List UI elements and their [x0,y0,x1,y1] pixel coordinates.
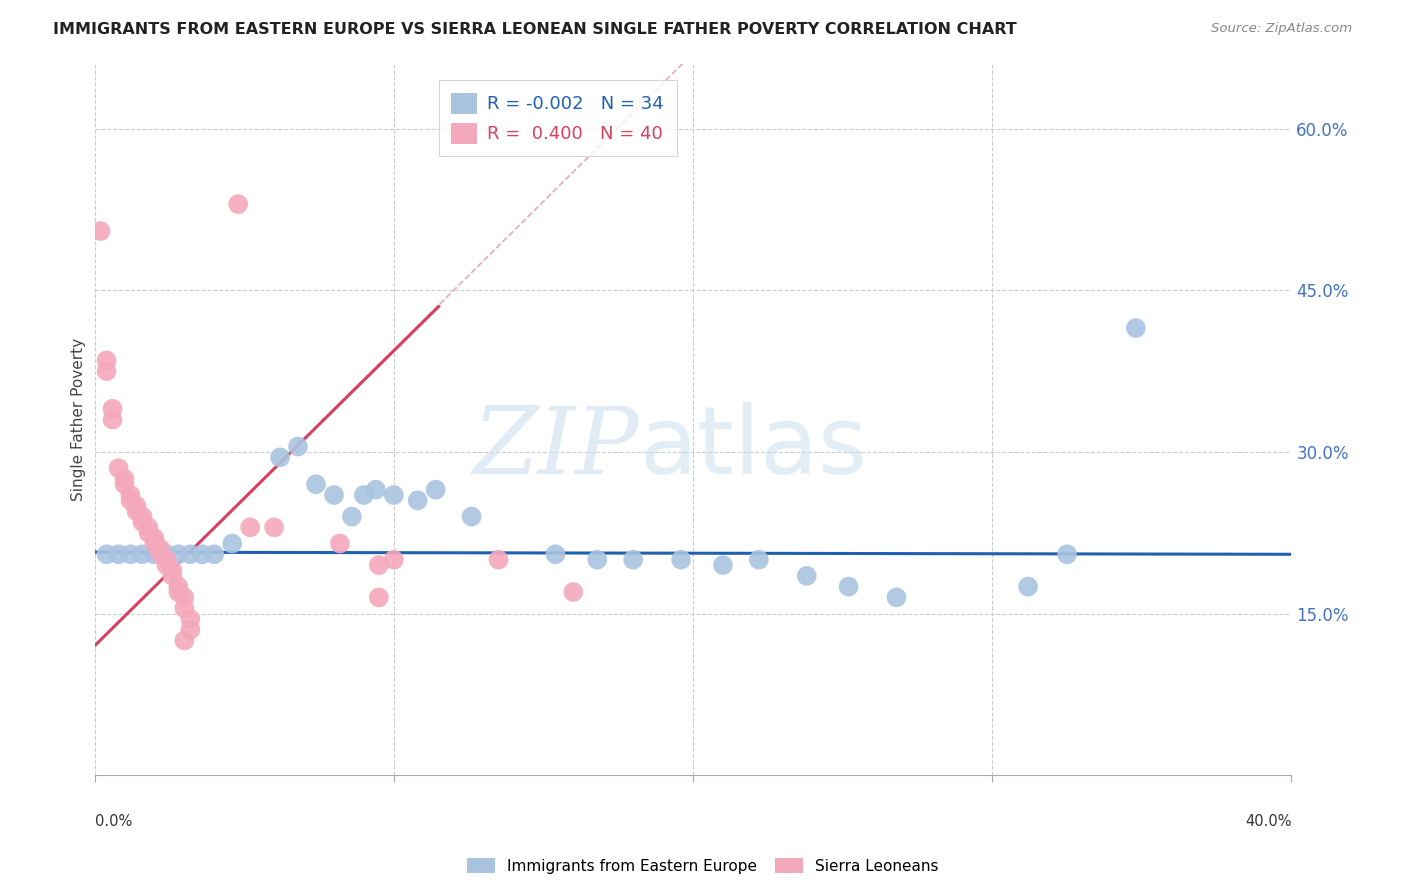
Text: Source: ZipAtlas.com: Source: ZipAtlas.com [1212,22,1353,36]
Point [131,515,153,529]
Point [364,483,387,497]
Text: ZIP: ZIP [472,403,640,493]
Point [711,558,734,572]
Point [406,493,429,508]
Point [838,580,860,594]
Point [125,499,148,513]
Point [562,585,585,599]
Point [191,547,214,561]
Point [748,552,770,566]
Point [167,585,190,599]
Legend: Immigrants from Eastern Europe, Sierra Leoneans: Immigrants from Eastern Europe, Sierra L… [461,852,945,880]
Point [90,224,112,238]
Point [226,197,249,211]
Text: IMMIGRANTS FROM EASTERN EUROPE VS SIERRA LEONEAN SINGLE FATHER POVERTY CORRELATI: IMMIGRANTS FROM EASTERN EUROPE VS SIERRA… [53,22,1017,37]
Point [621,552,644,566]
Legend: R = -0.002   N = 34, R =  0.400   N = 40: R = -0.002 N = 34, R = 0.400 N = 40 [439,80,676,156]
Point [367,558,389,572]
Point [167,547,190,561]
Point [120,493,142,508]
Point [173,633,195,648]
Point [138,525,160,540]
Point [155,552,177,566]
Point [125,504,148,518]
Point [173,601,195,615]
Point [329,536,352,550]
Point [263,520,285,534]
Point [1056,547,1078,561]
Point [179,547,201,561]
Point [382,552,405,566]
Point [155,547,177,561]
Point [287,440,309,454]
Point [149,541,172,556]
Point [669,552,692,566]
Point [340,509,363,524]
Point [353,488,375,502]
Point [114,472,136,486]
Y-axis label: Single Father Poverty: Single Father Poverty [72,338,86,501]
Point [167,580,190,594]
Point [120,547,142,561]
Point [425,483,447,497]
Point [202,547,225,561]
Point [96,364,118,378]
Point [101,412,124,426]
Text: 40.0%: 40.0% [1244,814,1292,830]
Point [305,477,328,491]
Point [96,353,118,368]
Point [1125,321,1147,335]
Point [1017,580,1039,594]
Point [149,547,172,561]
Point [367,591,389,605]
Point [886,591,908,605]
Point [114,477,136,491]
Point [586,552,609,566]
Text: atlas: atlas [640,402,868,494]
Point [107,461,129,475]
Point [131,509,153,524]
Point [120,488,142,502]
Point [162,569,184,583]
Point [488,552,510,566]
Point [382,488,405,502]
Point [107,547,129,561]
Point [143,536,166,550]
Text: 0.0%: 0.0% [94,814,132,830]
Point [796,569,818,583]
Point [143,531,166,545]
Point [323,488,346,502]
Point [101,401,124,416]
Point [162,564,184,578]
Point [460,509,482,524]
Point [179,623,201,637]
Point [179,612,201,626]
Point [173,591,195,605]
Point [155,558,177,572]
Point [221,536,243,550]
Point [138,520,160,534]
Point [131,547,153,561]
Point [239,520,262,534]
Point [96,547,118,561]
Point [544,547,567,561]
Point [269,450,291,465]
Point [143,547,166,561]
